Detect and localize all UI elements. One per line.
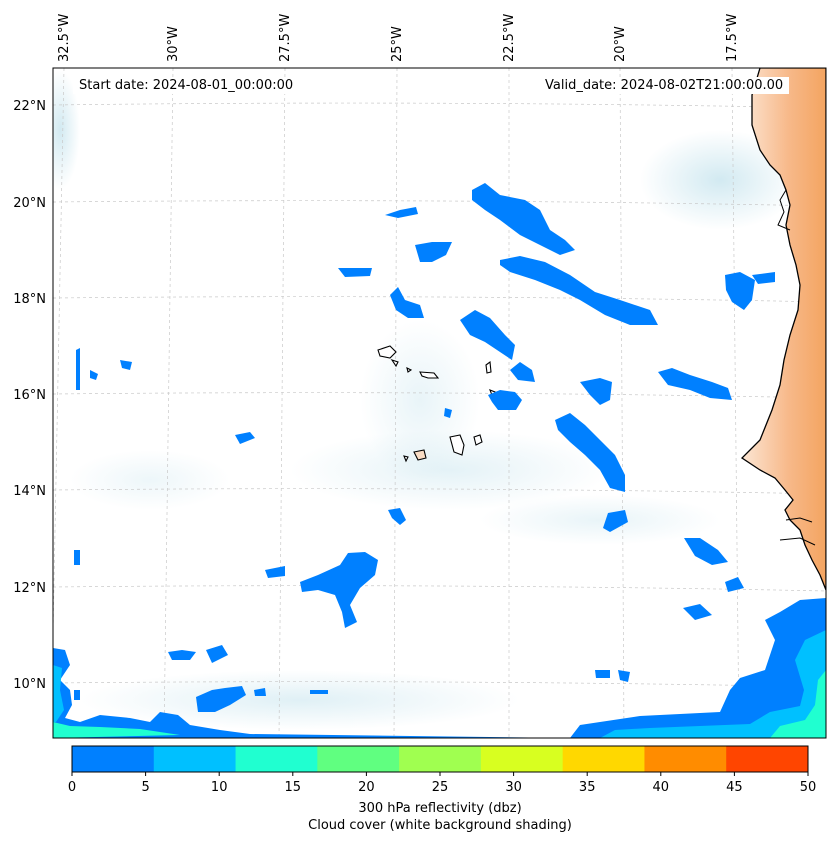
- colorbar-cell: [480, 746, 564, 772]
- colorbar-cell: [235, 746, 318, 772]
- colorbar-cell: [399, 746, 482, 772]
- lon-tick-label: 22.5°W: [502, 14, 517, 62]
- colorbar-tick-label: 45: [726, 780, 743, 795]
- colorbar-tick-label: 35: [579, 780, 596, 795]
- colorbar-cell: [153, 746, 237, 772]
- colorbar-tick-label: 30: [505, 780, 522, 795]
- lon-tick-label: 25°W: [390, 26, 405, 62]
- colorbar-cell: [726, 746, 809, 772]
- lon-tick-label: 27.5°W: [278, 14, 293, 62]
- cape-verde-islands: [377, 345, 496, 463]
- reflectivity-band-south: [53, 598, 826, 738]
- lon-tick-label: 32.5°W: [57, 14, 72, 62]
- lat-tick-label: 14°N: [13, 484, 46, 499]
- longitude-ticks: 32.5°W 30°W 27.5°W 25°W 22.5°W 20°W 17.5°W: [57, 14, 740, 62]
- lat-tick-label: 12°N: [13, 581, 46, 596]
- colorbar-cell: [72, 746, 155, 772]
- cloud-cover-shading: [53, 70, 800, 730]
- map-frame: [52, 67, 827, 739]
- colorbar: 0 5 10 15 20 25 30 35 40 45 50: [68, 745, 817, 795]
- lon-tick-label: 20°W: [613, 26, 628, 62]
- map-area: [53, 68, 826, 738]
- land-africa: [740, 68, 826, 591]
- latitude-ticks: 22°N 20°N 18°N 16°N 14°N 12°N 10°N: [13, 99, 46, 692]
- colorbar-label: 300 hPa reflectivity (dbz): [358, 801, 522, 816]
- colorbar-tick-label: 15: [285, 780, 302, 795]
- colorbar-tick-label: 40: [653, 780, 670, 795]
- colorbar-cell: [562, 746, 645, 772]
- lon-tick-label: 17.5°W: [725, 14, 740, 62]
- colorbar-cell: [644, 746, 727, 772]
- colorbar-tick-label: 0: [68, 780, 76, 795]
- valid-date-label: Valid_date: 2024-08-02T21:00:00.00: [539, 77, 790, 94]
- colorbar-tick-label: 25: [432, 780, 449, 795]
- colorbar-tick-label: 50: [800, 780, 817, 795]
- colorbar-cell: [317, 746, 400, 772]
- lat-tick-label: 20°N: [13, 196, 46, 211]
- colorbar-tick-label: 5: [141, 780, 149, 795]
- colorbar-tick-label: 10: [211, 780, 228, 795]
- colorbar-sublabel: Cloud cover (white background shading): [308, 818, 572, 833]
- lat-tick-label: 18°N: [13, 292, 46, 307]
- lon-tick-label: 30°W: [166, 26, 181, 62]
- reflectivity-cells: [74, 183, 775, 712]
- start-date-label: Start date: 2024-08-01_00:00:00: [73, 77, 300, 94]
- colorbar-tick-label: 20: [358, 780, 375, 795]
- lat-tick-label: 10°N: [13, 677, 46, 692]
- lat-tick-label: 16°N: [13, 388, 46, 403]
- lat-tick-label: 22°N: [13, 99, 46, 114]
